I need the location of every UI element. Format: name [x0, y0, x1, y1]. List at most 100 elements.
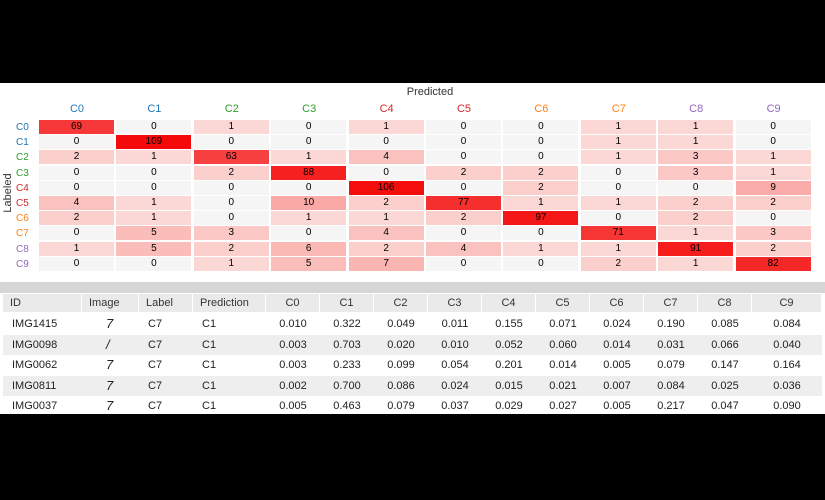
matrix-cell[interactable]: 1 [503, 196, 579, 210]
matrix-cell[interactable]: 1 [658, 256, 734, 271]
matrix-cell[interactable]: 2 [658, 211, 734, 226]
matrix-cell[interactable]: 0 [426, 120, 501, 134]
matrix-cell[interactable]: 3 [658, 150, 734, 165]
column-header[interactable]: C3 [428, 294, 482, 312]
matrix-cell[interactable]: 0 [580, 180, 656, 195]
column-header[interactable]: C6 [590, 294, 644, 312]
matrix-cell[interactable]: 106 [348, 180, 424, 195]
matrix-cell[interactable]: 4 [348, 226, 424, 241]
matrix-cell[interactable]: 0 [426, 180, 501, 195]
matrix-cell[interactable]: 0 [271, 120, 347, 134]
table-row[interactable]: IMG0037 7 C7 C1 0.005 0.463 0.079 0.037 0.029 0.0… [3, 396, 822, 416]
column-header[interactable]: Label [139, 294, 193, 312]
table-row[interactable]: IMG0098 / C7 C1 0.003 0.703 0.020 0.010 0.052 0.0… [3, 334, 822, 355]
matrix-cell[interactable]: 2 [193, 241, 269, 256]
matrix-cell[interactable]: 1 [348, 211, 424, 226]
matrix-cell[interactable]: 1 [503, 241, 579, 256]
matrix-cell[interactable]: 0 [39, 135, 114, 150]
matrix-cell[interactable]: 5 [271, 256, 347, 271]
matrix-cell[interactable]: 1 [580, 150, 656, 165]
column-header[interactable]: C0 [266, 294, 320, 312]
splitter[interactable] [0, 282, 825, 293]
matrix-cell[interactable]: 0 [116, 180, 192, 195]
matrix-cell[interactable]: 2 [735, 196, 811, 210]
matrix-cell[interactable]: 1 [193, 120, 269, 134]
matrix-cell[interactable]: 0 [503, 120, 579, 134]
matrix-cell[interactable]: 1 [348, 120, 424, 134]
matrix-cell[interactable]: 0 [193, 211, 269, 226]
matrix-cell[interactable]: 77 [426, 196, 501, 210]
matrix-cell[interactable]: 0 [426, 150, 501, 165]
column-header[interactable]: ID [3, 294, 82, 312]
column-header[interactable]: C9 [752, 294, 822, 312]
matrix-cell[interactable]: 2 [348, 196, 424, 210]
matrix-cell[interactable]: 0 [503, 226, 579, 241]
matrix-cell[interactable]: 2 [658, 196, 734, 210]
column-header[interactable]: Prediction [193, 294, 266, 312]
matrix-cell[interactable]: 2 [348, 241, 424, 256]
matrix-cell[interactable]: 0 [271, 135, 347, 150]
matrix-cell[interactable]: 10 [271, 196, 347, 210]
matrix-cell[interactable]: 0 [348, 165, 424, 180]
matrix-cell[interactable]: 0 [580, 165, 656, 180]
matrix-cell[interactable]: 2 [735, 241, 811, 256]
matrix-cell[interactable]: 1 [735, 165, 811, 180]
matrix-cell[interactable]: 7 [348, 256, 424, 271]
matrix-cell[interactable]: 97 [503, 211, 579, 226]
matrix-cell[interactable]: 1 [116, 150, 192, 165]
matrix-cell[interactable]: 0 [503, 150, 579, 165]
column-header[interactable]: C7 [644, 294, 698, 312]
matrix-cell[interactable]: 0 [348, 135, 424, 150]
column-header[interactable]: Image [82, 294, 139, 312]
matrix-cell[interactable]: 2 [426, 211, 501, 226]
matrix-cell[interactable]: 69 [39, 120, 114, 134]
matrix-cell[interactable]: 2 [426, 165, 501, 180]
matrix-cell[interactable]: 9 [735, 180, 811, 195]
matrix-cell[interactable]: 3 [735, 226, 811, 241]
matrix-cell[interactable]: 0 [39, 226, 114, 241]
matrix-cell[interactable]: 2 [503, 165, 579, 180]
column-header[interactable]: C5 [536, 294, 590, 312]
matrix-cell[interactable]: 2 [503, 180, 579, 195]
matrix-cell[interactable]: 1 [271, 211, 347, 226]
matrix-cell[interactable]: 0 [658, 180, 734, 195]
matrix-cell[interactable]: 0 [735, 211, 811, 226]
matrix-cell[interactable]: 0 [193, 180, 269, 195]
matrix-cell[interactable]: 0 [426, 226, 501, 241]
matrix-cell[interactable]: 2 [193, 165, 269, 180]
matrix-cell[interactable]: 2 [39, 211, 114, 226]
column-header[interactable]: C8 [698, 294, 752, 312]
matrix-cell[interactable]: 63 [193, 150, 269, 165]
matrix-cell[interactable]: 5 [116, 226, 192, 241]
column-header[interactable]: C1 [320, 294, 374, 312]
matrix-cell[interactable]: 1 [735, 150, 811, 165]
matrix-cell[interactable]: 0 [426, 135, 501, 150]
matrix-cell[interactable]: 3 [193, 226, 269, 241]
matrix-cell[interactable]: 0 [503, 135, 579, 150]
matrix-cell[interactable]: 1 [116, 211, 192, 226]
matrix-cell[interactable]: 0 [735, 120, 811, 134]
matrix-cell[interactable]: 2 [580, 256, 656, 271]
matrix-cell[interactable]: 1 [271, 150, 347, 165]
matrix-cell[interactable]: 1 [580, 120, 656, 134]
matrix-cell[interactable]: 1 [580, 196, 656, 210]
matrix-cell[interactable]: 4 [39, 196, 114, 210]
table-row[interactable]: IMG0062 7 C7 C1 0.003 0.233 0.099 0.054 0.201 0.0… [3, 355, 822, 375]
table-row[interactable]: IMG1415 7 C7 C1 0.010 0.322 0.049 0.011 0.155 0.0… [3, 314, 822, 334]
matrix-cell[interactable]: 0 [193, 196, 269, 210]
matrix-cell[interactable]: 1 [658, 120, 734, 134]
matrix-cell[interactable]: 0 [503, 256, 579, 271]
matrix-cell[interactable]: 0 [193, 135, 269, 150]
matrix-cell[interactable]: 0 [116, 120, 192, 134]
matrix-cell[interactable]: 0 [39, 165, 114, 180]
matrix-cell[interactable]: 4 [426, 241, 501, 256]
matrix-cell[interactable]: 109 [116, 135, 192, 150]
matrix-cell[interactable]: 82 [735, 256, 811, 271]
matrix-cell[interactable]: 1 [580, 135, 656, 150]
table-row[interactable]: IMG0811 7 C7 C1 0.002 0.700 0.086 0.024 0.015 0.0… [3, 375, 822, 396]
matrix-cell[interactable]: 0 [735, 135, 811, 150]
matrix-cell[interactable]: 91 [658, 241, 734, 256]
matrix-cell[interactable]: 1 [580, 241, 656, 256]
matrix-cell[interactable]: 0 [580, 211, 656, 226]
column-header[interactable]: C2 [374, 294, 428, 312]
